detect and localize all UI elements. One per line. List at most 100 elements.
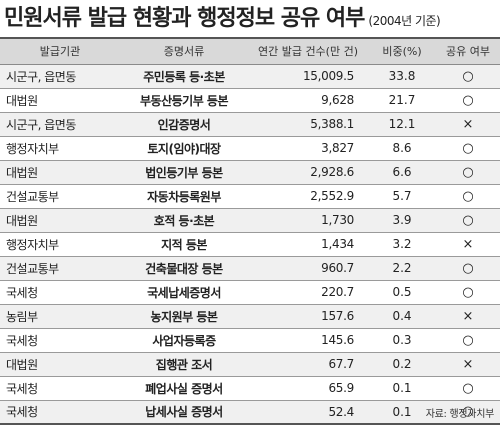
cell-agency: 대법원 [0, 160, 120, 185]
table-row: 시군구, 읍면동 주민등록 등·초본 15,009.5 33.8 ○ [0, 64, 500, 89]
table-row: 국세청 납세사실 증명서 52.4 0.1 ○ [0, 400, 500, 425]
page-title: 민원서류 발급 현황과 행정정보 공유 여부 [4, 6, 365, 31]
cell-share-percent: 33.8 [368, 64, 436, 89]
cell-shared-status: × [436, 304, 500, 329]
table-body: 시군구, 읍면동 주민등록 등·초본 15,009.5 33.8 ○ 대법원 부동산등기부 … [0, 64, 500, 425]
cell-agency: 국세청 [0, 400, 120, 425]
header-document: 증명서류 [120, 37, 248, 65]
table-row: 건설교통부 자동차등록원부 2,552.9 5.7 ○ [0, 184, 500, 209]
cell-share-percent: 0.5 [368, 280, 436, 305]
cell-agency: 행정자치부 [0, 136, 120, 161]
cell-annual-count: 65.9 [248, 376, 368, 401]
cell-share-percent: 5.7 [368, 184, 436, 209]
table-row: 대법원 집행관 조서 67.7 0.2 × [0, 352, 500, 377]
cell-agency: 농림부 [0, 304, 120, 329]
cell-shared-status: × [436, 232, 500, 257]
cell-document: 토지(임야)대장 [120, 136, 248, 161]
cell-annual-count: 5,388.1 [248, 112, 368, 137]
cell-shared-status: ○ [436, 88, 500, 113]
cell-agency: 국세청 [0, 280, 120, 305]
cell-shared-status: × [436, 352, 500, 377]
cell-share-percent: 2.2 [368, 256, 436, 281]
cell-document: 주민등록 등·초본 [120, 64, 248, 89]
cell-shared-status: × [436, 112, 500, 137]
table-row: 대법원 호적 등·초본 1,730 3.9 ○ [0, 208, 500, 233]
cell-agency: 건설교통부 [0, 256, 120, 281]
cell-annual-count: 1,730 [248, 208, 368, 233]
table-row: 대법원 법인등기부 등본 2,928.6 6.6 ○ [0, 160, 500, 185]
title-row: 민원서류 발급 현황과 행정정보 공유 여부 (2004년 기준) [4, 2, 496, 36]
cell-document: 사업자등록증 [120, 328, 248, 353]
cell-annual-count: 3,827 [248, 136, 368, 161]
cell-annual-count: 67.7 [248, 352, 368, 377]
cell-annual-count: 15,009.5 [248, 64, 368, 89]
cell-shared-status: ○ [436, 64, 500, 89]
cell-share-percent: 12.1 [368, 112, 436, 137]
cell-agency: 시군구, 읍면동 [0, 112, 120, 137]
cell-shared-status: ○ [436, 280, 500, 305]
cell-document: 국세납세증명서 [120, 280, 248, 305]
cell-document: 집행관 조서 [120, 352, 248, 377]
cell-annual-count: 960.7 [248, 256, 368, 281]
cell-annual-count: 220.7 [248, 280, 368, 305]
cell-agency: 국세청 [0, 376, 120, 401]
cell-agency: 행정자치부 [0, 232, 120, 257]
cell-agency: 국세청 [0, 328, 120, 353]
cell-share-percent: 8.6 [368, 136, 436, 161]
cell-annual-count: 2,928.6 [248, 160, 368, 185]
cell-share-percent: 3.9 [368, 208, 436, 233]
header-annual-count: 연간 발급 건수(만 건) [248, 37, 368, 65]
cell-document: 법인등기부 등본 [120, 160, 248, 185]
cell-share-percent: 0.4 [368, 304, 436, 329]
cell-share-percent: 6.6 [368, 160, 436, 185]
issuance-table: 발급기관 증명서류 연간 발급 건수(만 건) 비중(%) 공유 여부 시군구,… [0, 37, 500, 425]
cell-share-percent: 3.2 [368, 232, 436, 257]
cell-shared-status: ○ [436, 208, 500, 233]
table-row: 국세청 폐업사실 증명서 65.9 0.1 ○ [0, 376, 500, 401]
cell-share-percent: 0.1 [368, 376, 436, 401]
table-row: 시군구, 읍면동 인감증명서 5,388.1 12.1 × [0, 112, 500, 137]
cell-share-percent: 21.7 [368, 88, 436, 113]
cell-annual-count: 9,628 [248, 88, 368, 113]
table-row: 국세청 사업자등록증 145.6 0.3 ○ [0, 328, 500, 353]
cell-agency: 시군구, 읍면동 [0, 64, 120, 89]
header-agency: 발급기관 [0, 37, 120, 65]
cell-share-percent: 0.3 [368, 328, 436, 353]
source-note: 자료: 행정자치부 [425, 409, 495, 420]
page-subtitle: (2004년 기준) [368, 14, 441, 28]
cell-shared-status: ○ [436, 136, 500, 161]
cell-annual-count: 2,552.9 [248, 184, 368, 209]
cell-agency: 대법원 [0, 88, 120, 113]
table-row: 대법원 부동산등기부 등본 9,628 21.7 ○ [0, 88, 500, 113]
table-row: 행정자치부 지적 등본 1,434 3.2 × [0, 232, 500, 257]
cell-shared-status: ○ [436, 184, 500, 209]
cell-document: 폐업사실 증명서 [120, 376, 248, 401]
cell-shared-status: ○ [436, 376, 500, 401]
cell-agency: 대법원 [0, 208, 120, 233]
cell-document: 부동산등기부 등본 [120, 88, 248, 113]
cell-document: 농지원부 등본 [120, 304, 248, 329]
table-row: 국세청 국세납세증명서 220.7 0.5 ○ [0, 280, 500, 305]
table-row: 행정자치부 토지(임야)대장 3,827 8.6 ○ [0, 136, 500, 161]
cell-document: 자동차등록원부 [120, 184, 248, 209]
cell-document: 호적 등·초본 [120, 208, 248, 233]
cell-document: 지적 등본 [120, 232, 248, 257]
cell-document: 납세사실 증명서 [120, 400, 248, 425]
header-share-percent: 비중(%) [368, 37, 436, 65]
cell-shared-status: ○ [436, 328, 500, 353]
header-shared: 공유 여부 [436, 37, 500, 65]
cell-document: 건축물대장 등본 [120, 256, 248, 281]
cell-agency: 건설교통부 [0, 184, 120, 209]
table-row: 농림부 농지원부 등본 157.6 0.4 × [0, 304, 500, 329]
cell-agency: 대법원 [0, 352, 120, 377]
cell-annual-count: 52.4 [248, 400, 368, 425]
cell-annual-count: 145.6 [248, 328, 368, 353]
table-header-row: 발급기관 증명서류 연간 발급 건수(만 건) 비중(%) 공유 여부 [0, 37, 500, 65]
cell-shared-status: ○ [436, 160, 500, 185]
table-row: 건설교통부 건축물대장 등본 960.7 2.2 ○ [0, 256, 500, 281]
cell-annual-count: 1,434 [248, 232, 368, 257]
cell-share-percent: 0.2 [368, 352, 436, 377]
cell-annual-count: 157.6 [248, 304, 368, 329]
cell-shared-status: ○ [436, 256, 500, 281]
cell-document: 인감증명서 [120, 112, 248, 137]
